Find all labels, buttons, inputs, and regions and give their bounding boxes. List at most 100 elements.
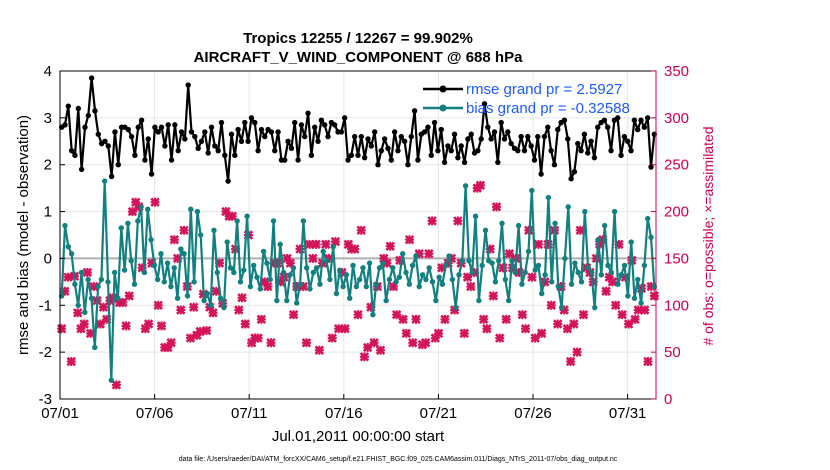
bias-point xyxy=(78,269,85,276)
bias-point xyxy=(343,272,350,278)
obs-point xyxy=(640,305,650,315)
rmse-point xyxy=(315,138,321,144)
rmse-point xyxy=(371,129,378,135)
bias-point xyxy=(145,206,151,212)
rmse-point xyxy=(388,157,394,163)
rmse-point xyxy=(608,147,614,154)
obs-point xyxy=(649,291,660,301)
bias-point xyxy=(433,297,439,304)
bias-point xyxy=(121,267,128,273)
x-axis: 07/01 07/06 07/11 07/16 07/21 07/26 07/31 xyxy=(41,394,646,422)
rmse-series xyxy=(58,75,658,184)
rmse-point xyxy=(458,143,464,149)
obs-point xyxy=(340,323,350,334)
rmse-point xyxy=(488,136,494,142)
y-axis-left: -3 -2 -1 0 1 2 3 4 xyxy=(39,63,65,408)
bias-point xyxy=(284,297,290,304)
bias-point xyxy=(347,295,353,301)
rmse-point xyxy=(381,136,388,142)
bias-point xyxy=(608,269,614,276)
obs-point xyxy=(201,325,212,336)
x-tick-label: 07/31 xyxy=(609,405,647,422)
rmse-point xyxy=(545,124,551,130)
rmse-point xyxy=(272,147,278,154)
bias-point xyxy=(300,218,307,224)
rmse-point xyxy=(268,129,275,135)
rmse-point xyxy=(112,129,118,135)
rmse-point xyxy=(348,152,355,159)
bias-point xyxy=(429,279,436,285)
rmse-point xyxy=(258,126,265,133)
bias-point xyxy=(267,276,273,283)
obs-point xyxy=(517,309,528,320)
rmse-point xyxy=(172,122,178,128)
rmse-point xyxy=(485,124,491,130)
rmse-point xyxy=(468,131,474,137)
rmse-point xyxy=(634,126,641,133)
bias-point xyxy=(631,295,638,301)
rmse-point xyxy=(298,122,305,128)
rmse-point xyxy=(425,124,431,130)
y-right-tick-label: 150 xyxy=(664,250,689,267)
bias-point xyxy=(505,297,512,304)
obs-point xyxy=(121,321,131,331)
bias-point xyxy=(327,276,333,283)
bias-point xyxy=(125,220,131,226)
bias-point xyxy=(158,251,164,257)
obs-point xyxy=(495,333,505,343)
rmse-point xyxy=(288,145,295,152)
x-axis-label: Jul.01,2011 00:00:00 start xyxy=(272,428,445,445)
bias-point xyxy=(406,281,413,287)
bias-point xyxy=(204,290,211,297)
bias-point xyxy=(489,260,495,266)
rmse-point xyxy=(302,133,308,140)
bias-point xyxy=(227,265,234,271)
obs-point xyxy=(643,356,653,367)
rmse-point xyxy=(521,147,528,154)
obs-point xyxy=(188,302,199,312)
bias-point xyxy=(555,283,562,290)
bias-point xyxy=(313,265,320,271)
rmse-point xyxy=(541,133,548,140)
y-tick-label: 3 xyxy=(44,110,52,127)
obs-point xyxy=(82,267,93,278)
y-right-tick-label: 250 xyxy=(664,157,689,174)
obs-point xyxy=(311,239,321,250)
obs-point xyxy=(150,197,160,207)
rmse-point xyxy=(245,138,251,144)
y-tick-label: -1 xyxy=(39,297,52,314)
bias-point xyxy=(515,222,522,229)
bias-point xyxy=(409,262,416,269)
rmse-point xyxy=(401,138,408,144)
bias-point xyxy=(380,260,386,266)
bias-point xyxy=(191,279,197,285)
rmse-point xyxy=(325,133,331,140)
obs-point xyxy=(398,314,408,325)
rmse-point xyxy=(132,152,138,159)
bias-point xyxy=(135,218,141,224)
obs-point xyxy=(169,234,180,245)
rmse-point xyxy=(481,101,488,107)
bias-point xyxy=(462,183,469,189)
rmse-point xyxy=(475,147,481,154)
bias-point xyxy=(443,262,449,269)
rmse-point xyxy=(75,105,82,112)
rmse-point xyxy=(495,159,501,166)
bias-point xyxy=(456,272,462,278)
bias-point xyxy=(323,258,330,264)
rmse-point xyxy=(68,147,75,154)
obs-point xyxy=(266,338,276,348)
bias-point xyxy=(224,239,230,245)
obs-point xyxy=(176,305,186,315)
y-right-tick-label: 350 xyxy=(664,63,689,80)
bias-point xyxy=(102,178,108,184)
rmse-point xyxy=(628,147,634,154)
bias-point xyxy=(452,304,459,311)
legend: rmse grand pr = 2.5927 bias grand pr = -… xyxy=(423,81,630,117)
bias-point xyxy=(201,297,207,304)
rmse-point xyxy=(235,126,241,133)
obs-point xyxy=(433,328,444,339)
obs-point xyxy=(611,300,621,311)
rmse-point xyxy=(318,117,325,123)
obs-point xyxy=(569,319,579,329)
